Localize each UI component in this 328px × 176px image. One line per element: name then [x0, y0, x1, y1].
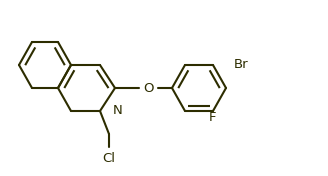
Text: Br: Br: [234, 58, 249, 71]
Text: O: O: [143, 81, 153, 95]
Text: Cl: Cl: [102, 152, 115, 165]
Text: N: N: [113, 105, 123, 118]
Text: F: F: [208, 111, 216, 124]
